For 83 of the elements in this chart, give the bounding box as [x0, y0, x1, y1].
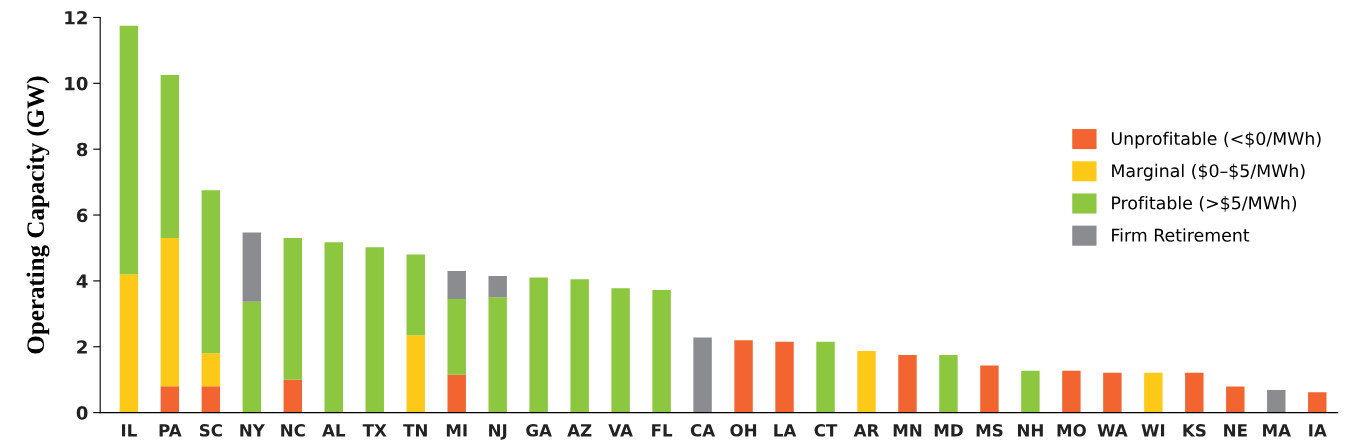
- y-tick-label: 0: [76, 406, 88, 420]
- x-tick-label: SC: [199, 424, 222, 437]
- bar: [1185, 372, 1204, 413]
- bar: [119, 25, 139, 275]
- bar: [160, 238, 180, 387]
- bar: [160, 75, 180, 239]
- bar: [324, 242, 343, 413]
- x-tick-label: TN: [403, 424, 427, 437]
- x-tick-label: NH: [1018, 424, 1043, 437]
- bar: [1062, 370, 1081, 413]
- x-tick-label: AZ: [567, 424, 592, 437]
- x-tick-label: NC: [281, 424, 305, 437]
- bar: [283, 238, 303, 380]
- bar: [1226, 386, 1245, 413]
- x-tick-label: MS: [976, 424, 1003, 437]
- x-tick-label: PA: [159, 424, 182, 437]
- bar: [488, 275, 507, 298]
- bar: [406, 254, 425, 336]
- x-tick-label: WI: [1141, 424, 1165, 437]
- bar: [283, 379, 303, 413]
- bar: [447, 271, 466, 300]
- bar: [898, 354, 917, 413]
- bar: [406, 335, 425, 413]
- bar: [447, 299, 466, 375]
- legend-label: Marginal ($0–$5/MWh): [1112, 163, 1305, 181]
- bar: [939, 354, 958, 413]
- x-tick-label: AR: [853, 424, 880, 437]
- y-tick-label: 6: [76, 208, 88, 223]
- bar: [652, 290, 671, 413]
- x-tick-label: IL: [122, 424, 137, 437]
- bar: [734, 340, 753, 413]
- bar: [1308, 392, 1327, 413]
- x-tick-label: MI: [446, 424, 467, 437]
- y-tick-label: 2: [77, 340, 87, 354]
- bar: [242, 232, 262, 302]
- bar: [119, 274, 139, 413]
- bar: [201, 353, 221, 387]
- bar: [365, 247, 384, 413]
- bar: [1144, 372, 1163, 413]
- bar: [242, 301, 262, 413]
- x-tick-label: MD: [934, 424, 963, 437]
- x-tick-label: KS: [1183, 424, 1206, 437]
- x-tick-label: NE: [1224, 424, 1247, 437]
- bar: [488, 297, 507, 413]
- y-tick-label: 12: [65, 10, 87, 25]
- y-tick-label: 10: [65, 76, 88, 91]
- bar: [447, 374, 466, 413]
- x-tick-label: CA: [690, 424, 716, 437]
- x-tick-label: GA: [526, 424, 552, 437]
- bar: [201, 190, 221, 354]
- bar: [611, 288, 630, 413]
- x-tick-label: MN: [893, 424, 922, 437]
- x-tick-label: CT: [814, 424, 838, 437]
- y-tick-label: 8: [76, 142, 88, 157]
- x-tick-label: NY: [240, 424, 265, 437]
- x-tick-label: MO: [1057, 424, 1086, 437]
- bar: [1021, 370, 1040, 413]
- x-tick-label: NJ: [489, 424, 507, 440]
- y-tick-label: 4: [76, 274, 88, 288]
- bar: [570, 279, 589, 413]
- bar: [693, 337, 712, 413]
- legend-label: Unprofitable (<$0/MWh): [1111, 131, 1321, 149]
- x-tick-label: MA: [1263, 424, 1291, 437]
- bar: [816, 341, 835, 413]
- bar: [529, 277, 548, 413]
- bar: [1103, 372, 1122, 413]
- x-tick-label: VA: [608, 424, 633, 437]
- x-tick-label: WA: [1097, 424, 1128, 437]
- bar: [775, 341, 794, 413]
- bar: [980, 365, 999, 413]
- x-tick-label: IA: [1309, 424, 1327, 437]
- x-tick-label: AL: [322, 424, 346, 437]
- bar: [160, 386, 180, 413]
- bar: [1267, 389, 1286, 413]
- bar: [857, 351, 876, 413]
- x-tick-label: FL: [652, 424, 673, 437]
- legend-label: Profitable (>$5/MWh): [1112, 196, 1297, 212]
- x-tick-label: TX: [362, 424, 387, 437]
- bar: [201, 386, 221, 413]
- x-tick-label: LA: [774, 424, 797, 437]
- x-tick-label: OH: [730, 424, 757, 437]
- y-axis-title: Operating Capacity (GW): [26, 76, 50, 354]
- legend-label: Firm Retirement: [1112, 228, 1250, 242]
